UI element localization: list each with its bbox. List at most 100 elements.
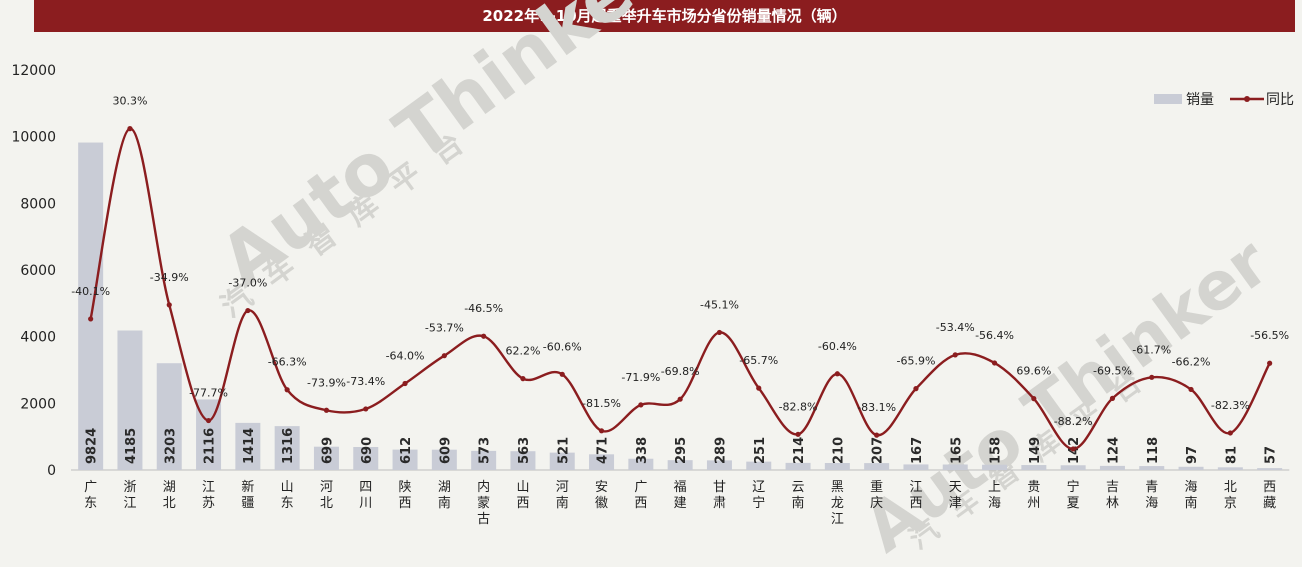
- bar: [903, 464, 929, 470]
- x-tick-label: 江西: [909, 480, 922, 511]
- yoy-point: [166, 302, 172, 308]
- yoy-data-label: -56.4%: [975, 329, 1014, 342]
- bar: [942, 464, 968, 470]
- x-tick-label: 海南: [1185, 480, 1198, 511]
- yoy-point: [205, 417, 212, 424]
- x-tick-label: 辽宁: [752, 480, 765, 511]
- bar: [392, 449, 418, 470]
- yoy-point: [1188, 386, 1194, 393]
- yoy-data-label: -66.3%: [268, 356, 307, 369]
- bar: [313, 446, 339, 470]
- yoy-data-label: 30.3%: [112, 95, 147, 108]
- yoy-data-label: -37.0%: [228, 277, 267, 290]
- yoy-data-label: -82.3%: [1211, 399, 1250, 412]
- x-tick-label: 重庆: [870, 479, 883, 511]
- bar-value-label: 124: [1106, 437, 1121, 464]
- x-tick-label: 甘肃: [713, 480, 726, 511]
- yoy-data-label: -45.1%: [700, 298, 739, 311]
- x-tick-label: 湖南: [438, 480, 451, 511]
- bar-value-label: 210: [831, 437, 846, 464]
- yoy-point: [245, 307, 251, 314]
- yoy-data-label: -60.6%: [543, 340, 582, 353]
- yoy-point: [481, 333, 487, 339]
- yoy-data-label: -73.9%: [307, 376, 346, 389]
- bar-value-label: 1414: [242, 428, 257, 464]
- yoy-point: [716, 329, 723, 336]
- yoy-point: [638, 402, 644, 408]
- x-tick-label: 四川: [359, 480, 372, 511]
- yoy-point: [756, 385, 762, 391]
- yoy-point: [520, 376, 526, 382]
- bar-value-label: 471: [596, 437, 611, 464]
- yoy-point: [284, 387, 290, 393]
- bar: [510, 451, 536, 470]
- bar-value-label: 4185: [124, 428, 139, 464]
- x-tick-label: 广东: [84, 480, 97, 511]
- yoy-point: [834, 371, 840, 377]
- x-tick-label: 山西: [516, 480, 529, 511]
- y-tick-label: 6000: [20, 263, 56, 279]
- x-tick-label: 陕西: [399, 480, 412, 511]
- bar-value-label: 251: [753, 437, 768, 464]
- y-tick-label: 12000: [11, 63, 56, 79]
- yoy-line: [89, 127, 1271, 451]
- bar: [274, 426, 300, 470]
- x-tick-label: 河北: [320, 480, 333, 511]
- bar: [156, 363, 182, 470]
- yoy-point: [677, 396, 683, 402]
- bar: [864, 463, 890, 470]
- bar-value-label: 289: [713, 437, 728, 464]
- yoy-data-label: -61.7%: [1132, 343, 1171, 356]
- yoy-data-label: 62.2%: [505, 345, 540, 358]
- x-tick-label: 贵州: [1027, 480, 1040, 511]
- yoy-data-label: -60.4%: [818, 340, 857, 353]
- yoy-point: [127, 126, 133, 132]
- bar-value-label: 521: [556, 437, 571, 464]
- bar: [628, 458, 654, 470]
- x-tick-label: 广西: [634, 480, 647, 511]
- bar: [431, 449, 457, 470]
- x-tick-label: 天津: [949, 480, 962, 511]
- yoy-data-label: -69.8%: [661, 365, 700, 378]
- yoy-data-label: -82.8%: [779, 400, 818, 413]
- x-tick-label: 湖北: [163, 480, 176, 511]
- bar-value-label: 165: [949, 437, 964, 464]
- x-tick-label: 西藏: [1263, 480, 1276, 511]
- bar: [589, 454, 615, 470]
- yoy-point: [991, 360, 998, 366]
- bar-value-label: 295: [674, 437, 689, 464]
- x-tick-label: 江苏: [202, 480, 215, 511]
- combo-chart: 0 2000 4000 6000 8000 10000 12000 9824 广东 4185 浙江 3…: [11, 63, 1294, 527]
- bar-value-label: 338: [635, 437, 650, 464]
- bar-value-label: 167: [910, 437, 925, 464]
- bar-value-label: 118: [1146, 437, 1161, 464]
- yoy-point: [441, 353, 447, 359]
- yoy-point: [952, 352, 958, 358]
- yoy-point: [1227, 430, 1233, 436]
- legend-bar-swatch: [1154, 94, 1182, 104]
- chart-title: 2022年1-10月起重举升车市场分省份销量情况（辆）: [34, 0, 1295, 32]
- yoy-point: [795, 431, 801, 437]
- bar: [746, 461, 772, 470]
- bar: [1217, 467, 1243, 470]
- bar-value-label: 612: [399, 437, 414, 464]
- yoy-data-label: -65.7%: [739, 354, 778, 367]
- y-tick-label: 0: [47, 463, 56, 479]
- bar-value-label: 699: [320, 437, 335, 464]
- yoy-data-label: -83.1%: [857, 401, 896, 414]
- x-tick-label: 上海: [988, 480, 1001, 511]
- y-tick-label: 10000: [11, 130, 56, 146]
- x-tick-label: 河南: [556, 480, 569, 511]
- x-tick-label: 青海: [1145, 480, 1158, 511]
- bar-value-label: 3203: [163, 428, 178, 464]
- legend-bar-label: 销量: [1186, 92, 1214, 108]
- yoy-data-label: -71.9%: [621, 371, 660, 384]
- yoy-data-label: -34.9%: [150, 271, 189, 284]
- bar: [824, 463, 850, 470]
- bar-value-label: 158: [989, 437, 1004, 464]
- bar: [471, 450, 497, 470]
- yoy-point: [88, 316, 94, 322]
- bar-value-label: 609: [438, 437, 453, 464]
- yoy-point: [1109, 395, 1116, 401]
- x-tick-label: 云南: [792, 480, 805, 511]
